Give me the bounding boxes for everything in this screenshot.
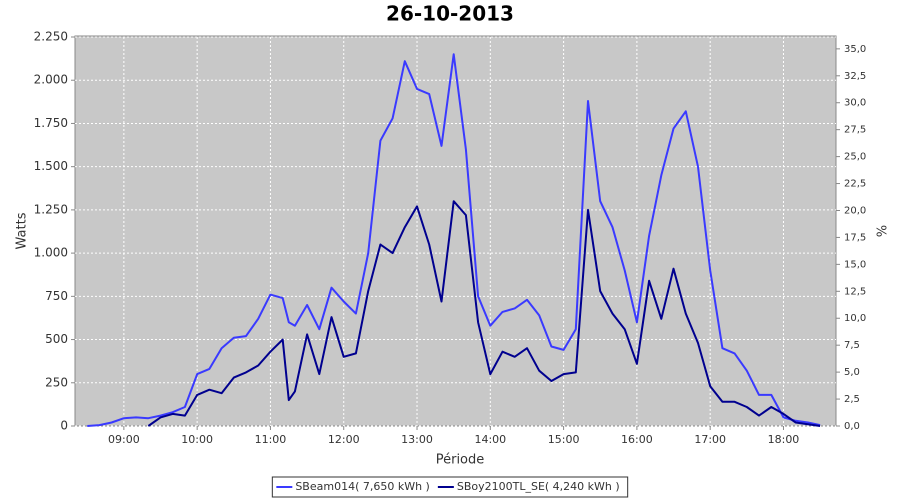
x-tick-label: 16:00 — [621, 433, 653, 446]
y-tick-label: 2.250 — [34, 30, 68, 44]
y-tick-label: 1.000 — [34, 246, 68, 260]
y-tick-label: 250 — [45, 375, 68, 389]
y2-tick-label: 7,5 — [844, 340, 860, 351]
y-axis-label: Watts — [15, 212, 30, 249]
x-tick-label: 11:00 — [255, 433, 287, 446]
chart-title: 26-10-2013 — [386, 2, 514, 26]
y-tick-label: 2.000 — [34, 73, 68, 87]
y-tick-label: 1.500 — [34, 159, 68, 173]
y-tick-label: 0 — [60, 419, 68, 433]
y2-tick-label: 35,0 — [844, 44, 866, 55]
y-tick-label: 1.750 — [34, 116, 68, 130]
y2-tick-label: 10,0 — [844, 313, 866, 324]
y2-axis-label: % — [873, 225, 888, 237]
y2-tick-label: 30,0 — [844, 98, 866, 109]
x-tick-label: 15:00 — [548, 433, 580, 446]
x-tick-label: 17:00 — [694, 433, 726, 446]
y2-tick-label: 0,0 — [844, 421, 860, 432]
y2-tick-label: 15,0 — [844, 259, 866, 270]
x-tick-label: 09:00 — [108, 433, 140, 446]
y-tick-label: 750 — [45, 289, 68, 303]
y-tick-label: 1.250 — [34, 202, 68, 216]
x-tick-label: 13:00 — [401, 433, 433, 446]
y2-tick-label: 12,5 — [844, 286, 866, 297]
y2-tick-label: 27,5 — [844, 125, 866, 136]
series-line — [87, 53, 821, 427]
x-tick-label: 18:00 — [768, 433, 800, 446]
plot-area — [74, 35, 837, 427]
y2-tick-label: 20,0 — [844, 205, 866, 216]
y2-tick-label: 2,5 — [844, 394, 860, 405]
x-axis-label: Période — [436, 453, 485, 468]
series-line — [147, 200, 821, 427]
y2-tick-label: 25,0 — [844, 152, 866, 163]
y2-tick-label: 17,5 — [844, 232, 866, 243]
legend-label: SBeam014( 7,650 kWh ) — [295, 480, 430, 493]
legend: SBeam014( 7,650 kWh ) SBoy2100TL_SE( 4,24… — [271, 476, 629, 498]
y2-tick-label: 5,0 — [844, 367, 860, 378]
x-tick-label: 14:00 — [474, 433, 506, 446]
y2-tick-label: 32,5 — [844, 71, 866, 82]
y-tick-label: 500 — [45, 332, 68, 346]
x-tick-label: 10:00 — [181, 433, 213, 446]
x-tick-label: 12:00 — [328, 433, 360, 446]
y2-tick-label: 22,5 — [844, 179, 866, 190]
legend-label: SBoy2100TL_SE( 4,240 kWh ) — [457, 480, 620, 493]
